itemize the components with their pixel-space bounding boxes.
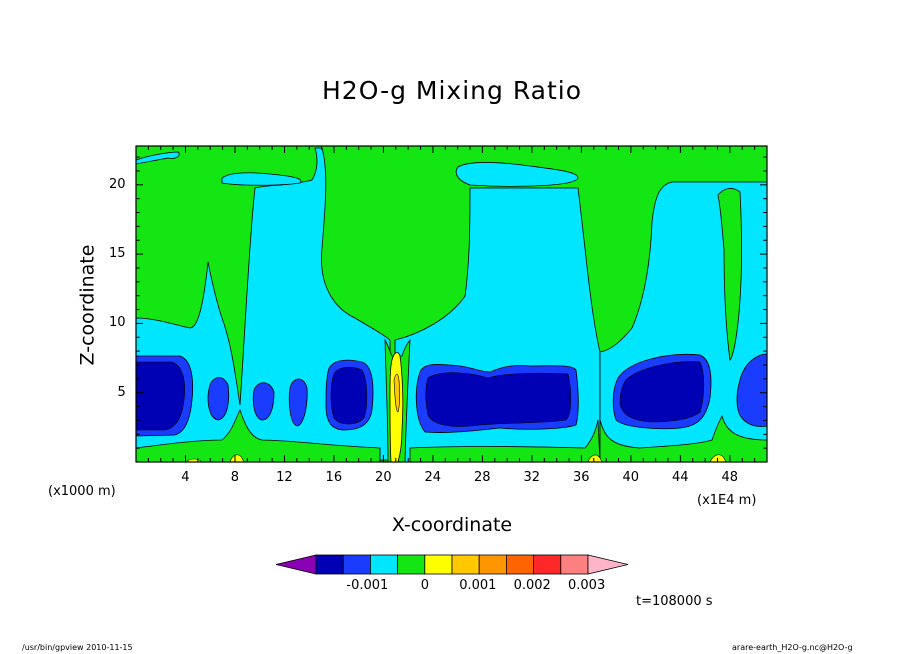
y-tick-label: 15 [109,246,126,262]
contour-yellow-bottom2 [587,454,603,463]
colorbar-cell [397,554,426,575]
y-axis-unit: (x1000 m) [48,484,116,499]
contour-yellow-bottom1 [229,454,245,463]
x-tick-label: 4 [181,470,190,485]
axis-ticks [136,146,767,462]
x-tick-label: 32 [523,470,541,485]
contour-blue-blob1 [207,377,230,421]
colorbar-right-arrow [587,554,629,575]
x-tick-label: 16 [325,470,343,485]
x-tick-label: 36 [573,470,590,485]
plot-frame [135,145,768,463]
colorbar [275,554,629,575]
x-tick-label: 28 [474,470,491,485]
x-tick-label: 24 [424,470,442,485]
y-tick-label: 5 [117,384,126,400]
time-label: t=108000 s [636,594,713,609]
colorbar-tick-label: 0 [420,578,430,593]
colorbar-tick-label: 0.001 [459,578,497,593]
x-tick-label: 20 [375,470,392,485]
contour-blue-far-right [736,353,768,427]
contour-green-bottom-right [599,414,768,463]
x-axis-unit: (x1E4 m) [697,493,757,508]
colorbar-cell [342,554,371,575]
y-tick-label: 20 [109,176,126,192]
chart-title: H2O-g Mixing Ratio [321,76,583,105]
colorbar-cell [560,554,589,575]
colorbar-cell [505,554,534,575]
colorbar-cell [424,554,453,575]
colorbar-left-arrow [275,554,317,575]
y-tick-label: 10 [109,315,126,331]
colorbar-tick-label: -0.001 [346,578,389,593]
contour-yellow-inner [393,373,400,413]
x-tick-label: 40 [622,470,640,485]
x-tick-label: 8 [230,470,240,485]
x-axis-label: X-coordinate [391,514,513,536]
contour-green-streak-right [717,188,742,361]
x-tick-label: 44 [671,470,689,485]
contour-navy-center [425,372,572,427]
colorbar-cell [369,554,398,575]
contour-cyan-top-mid [221,172,302,186]
contour-blue-blob2 [252,382,275,421]
y-axis-label: Z-coordinate [76,244,99,366]
colorbar-tick-label: 0.002 [513,578,551,593]
contour-cyan-top-center [455,161,579,187]
colorbar-cell [478,554,507,575]
contour-green-bottom-mid [409,419,601,463]
contour-navy-right [619,361,705,423]
contour-navy-blob [330,367,368,425]
contour-green-bottom-left [135,408,381,463]
colorbar-tick-label: 0.003 [568,578,606,593]
contour-cyan-top-left [135,151,180,165]
colorbar-cell [533,554,562,575]
x-tick-label: 48 [721,470,739,485]
colorbar-cell [315,554,344,575]
contour-blue-blob3 [288,378,308,427]
footer-left: /usr/bin/gpview 2010-11-15 [22,643,133,652]
footer-right: arare-earth_H2O-g.nc@H2O-g [732,643,853,652]
colorbar-cell [451,554,480,575]
contour-navy-left [135,361,185,431]
x-tick-label: 12 [276,470,293,485]
